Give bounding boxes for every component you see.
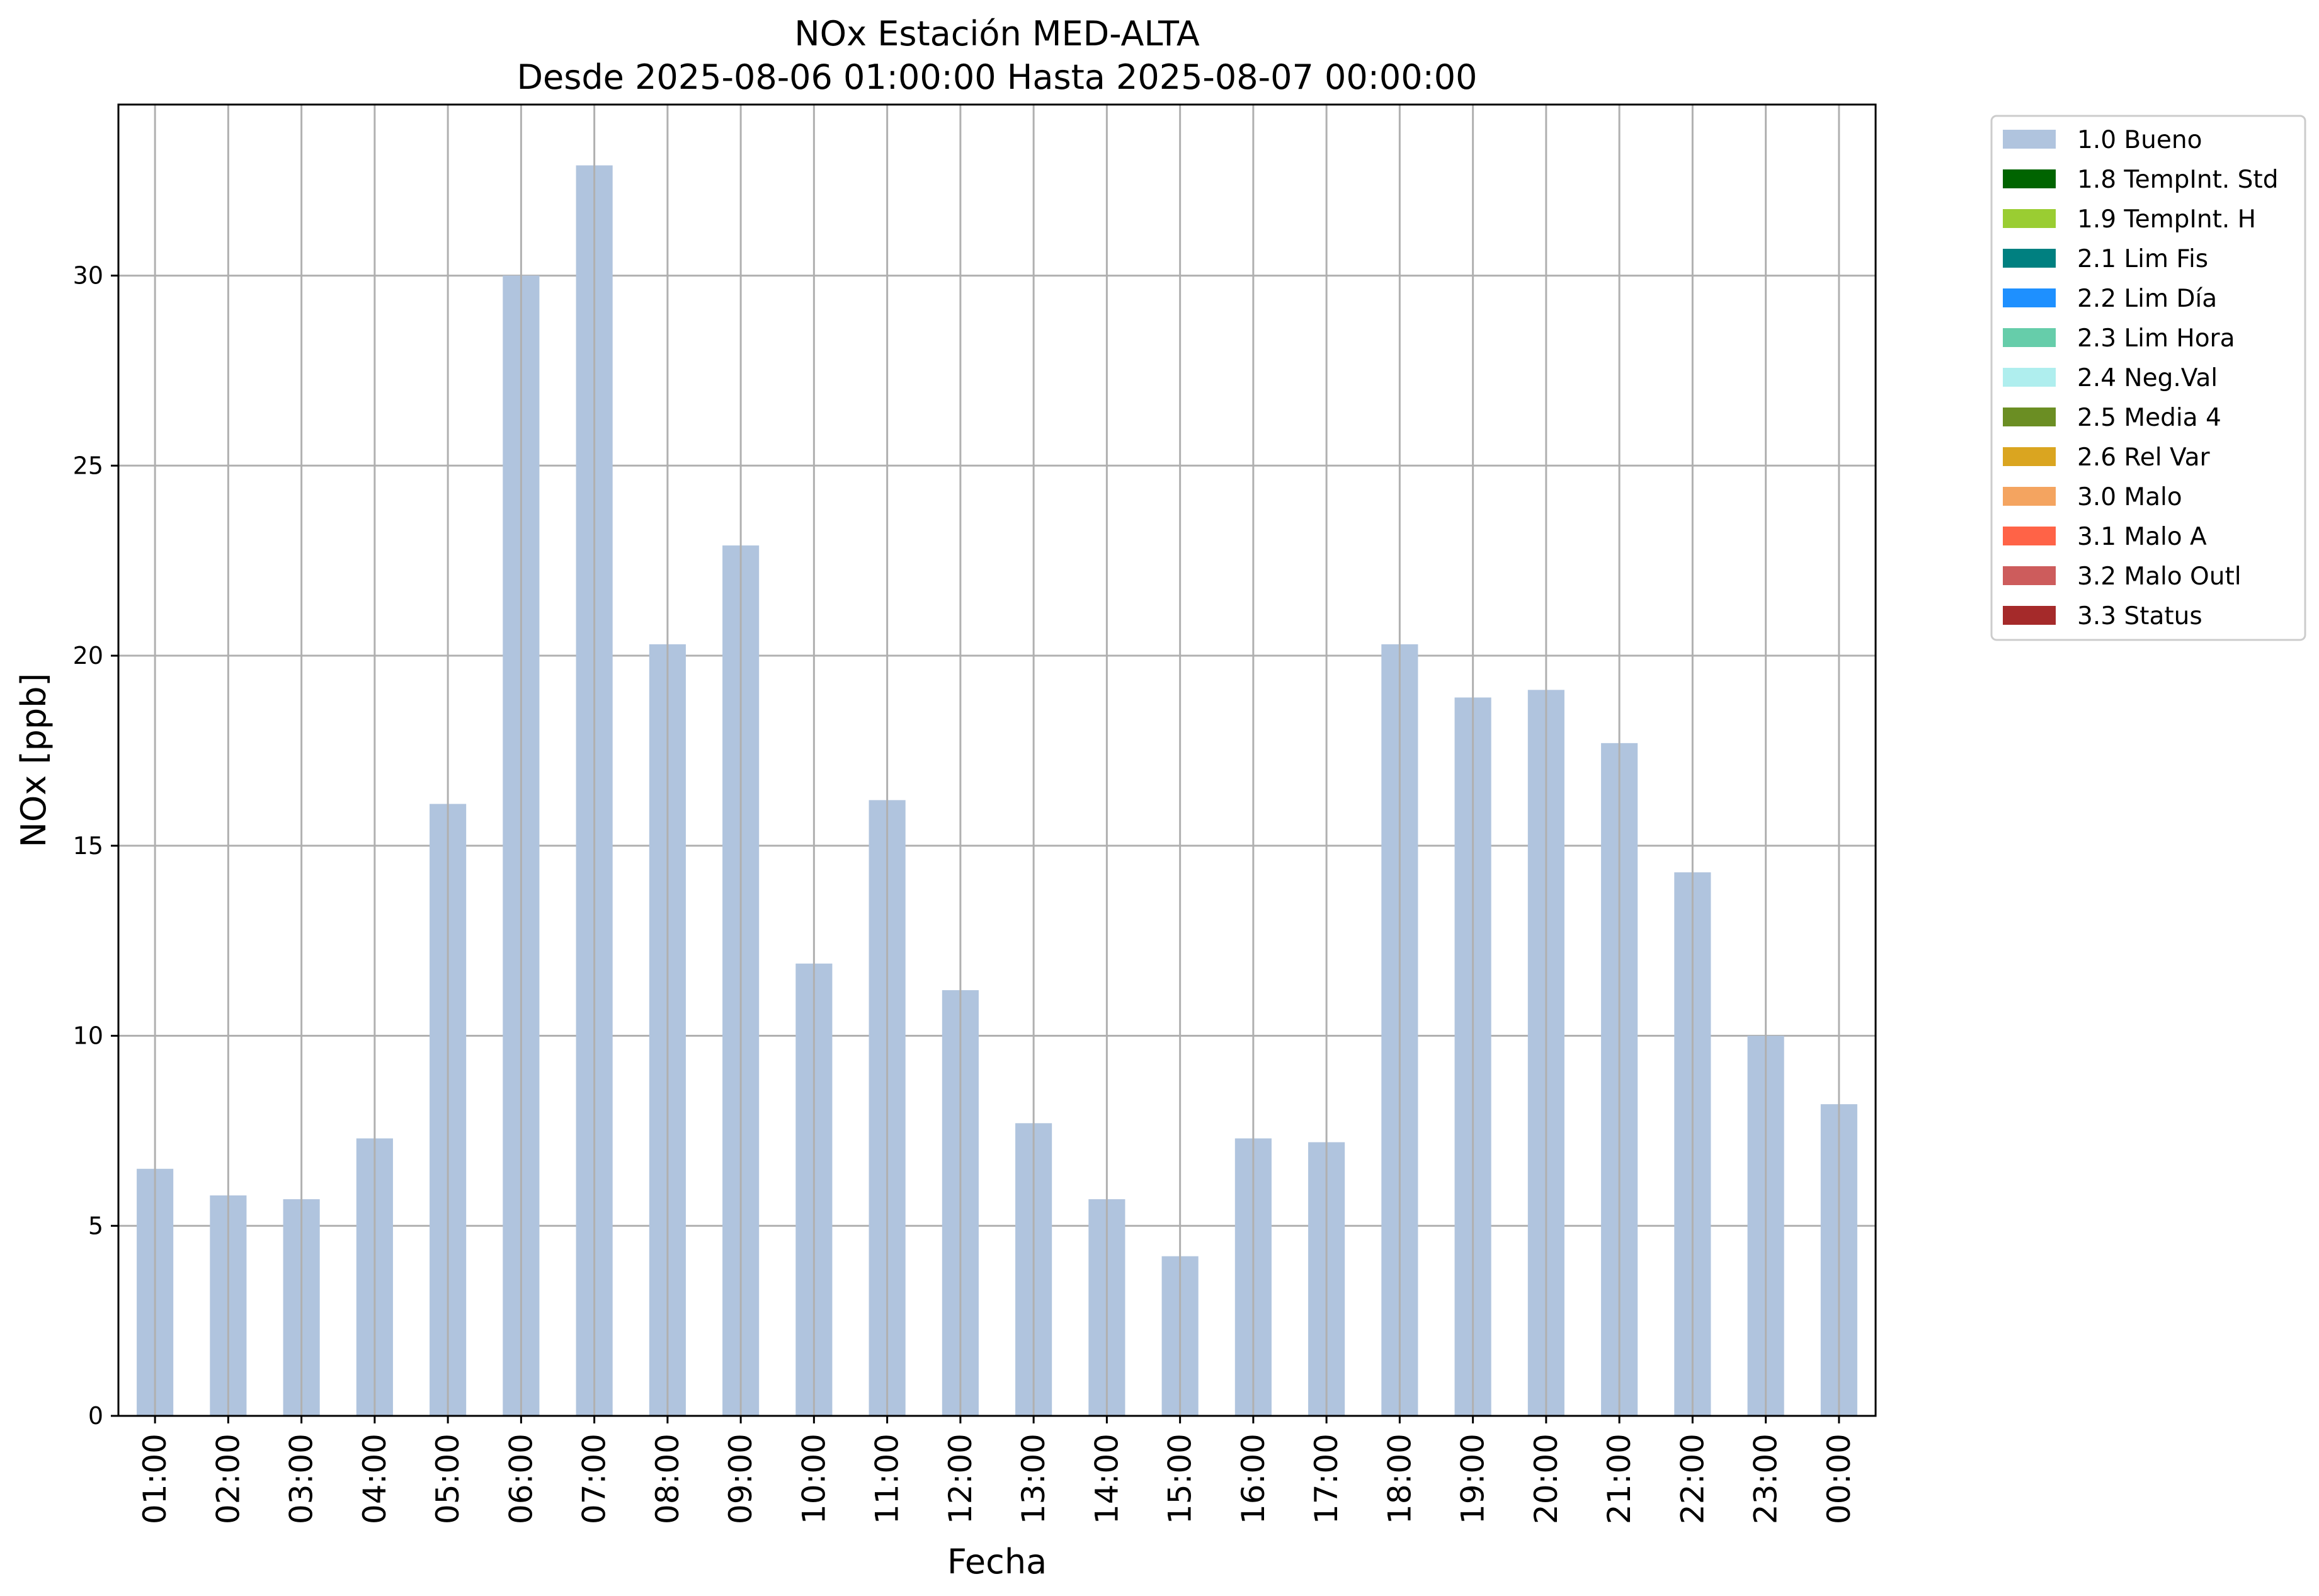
legend-label: 2.1 Lim Fis — [2077, 245, 2208, 273]
x-axis-label: Fecha — [947, 1542, 1047, 1582]
y-tick-label: 5 — [88, 1212, 103, 1240]
legend-label: 1.9 TempInt. H — [2077, 205, 2256, 234]
legend-swatch — [2003, 130, 2056, 149]
y-axis-label: NOx [ppb] — [14, 673, 54, 848]
x-tick-label: 09:00 — [722, 1434, 759, 1524]
legend-label: 1.0 Bueno — [2077, 126, 2202, 154]
legend-frame — [1990, 115, 2306, 641]
legend-label: 1.8 TempInt. Std — [2077, 166, 2278, 194]
legend-swatch — [2003, 566, 2056, 585]
x-tick-label: 02:00 — [210, 1434, 246, 1524]
y-axis-ticks: 0 5 10 15 20 25 30 — [73, 262, 118, 1430]
legend-label: 3.0 Malo — [2077, 483, 2182, 511]
x-tick-label: 04:00 — [356, 1434, 393, 1524]
x-tick-label: 10:00 — [795, 1434, 832, 1524]
x-tick-label: 13:00 — [1015, 1434, 1052, 1524]
x-tick-label: 15:00 — [1162, 1434, 1199, 1524]
legend-swatch — [2003, 249, 2056, 268]
x-tick-label: 08:00 — [649, 1434, 686, 1524]
vertical-grid-lines — [154, 105, 1840, 1416]
x-tick-label: 23:00 — [1748, 1434, 1784, 1524]
y-tick-label: 20 — [73, 642, 103, 670]
legend-swatch — [2003, 209, 2056, 228]
legend-label: 2.3 Lim Hora — [2077, 324, 2235, 353]
y-tick-label: 0 — [88, 1402, 103, 1430]
chart-subtitle: Desde 2025-08-06 01:00:00 Hasta 2025-08-… — [516, 57, 1477, 97]
x-tick-label: 06:00 — [503, 1434, 539, 1524]
y-tick-label: 15 — [73, 832, 103, 860]
legend-label: 2.6 Rel Var — [2077, 443, 2211, 472]
legend-swatch — [2003, 408, 2056, 426]
x-tick-label: 03:00 — [283, 1434, 320, 1524]
chart-title: NOx Estación MED-ALTA — [794, 14, 1200, 54]
legend-swatch — [2003, 606, 2056, 625]
legend-label: 2.5 Media 4 — [2077, 404, 2221, 432]
x-tick-label: 07:00 — [576, 1434, 613, 1524]
x-tick-label: 21:00 — [1601, 1434, 1638, 1524]
legend-swatch — [2003, 487, 2056, 506]
legend-label: 3.2 Malo Outl — [2077, 562, 2242, 591]
x-tick-label: 14:00 — [1088, 1434, 1125, 1524]
legend-label: 3.3 Status — [2077, 602, 2202, 630]
legend-swatch — [2003, 328, 2056, 347]
y-tick-label: 25 — [73, 452, 103, 479]
x-tick-label: 12:00 — [942, 1434, 979, 1524]
x-tick-label: 11:00 — [869, 1434, 906, 1524]
legend-swatch — [2003, 169, 2056, 188]
x-tick-label: 22:00 — [1674, 1434, 1711, 1524]
legend-swatch — [2003, 368, 2056, 387]
x-tick-label: 01:00 — [137, 1434, 173, 1524]
x-tick-label: 05:00 — [430, 1434, 466, 1524]
legend-swatch — [2003, 288, 2056, 307]
y-tick-label: 10 — [73, 1022, 103, 1050]
x-tick-label: 18:00 — [1381, 1434, 1418, 1524]
x-tick-label: 19:00 — [1455, 1434, 1491, 1524]
legend-label: 2.4 Neg.Val — [2077, 364, 2218, 392]
plot-frame — [117, 103, 1877, 1417]
x-tick-label: 17:00 — [1308, 1434, 1345, 1524]
legend-label: 3.1 Malo A — [2077, 523, 2207, 551]
legend-swatch — [2003, 447, 2056, 466]
legend-swatch — [2003, 527, 2056, 545]
legend: 1.0 Bueno 1.8 TempInt. Std 1.9 TempInt. H 2… — [1990, 115, 2306, 641]
legend-label: 2.2 Lim Día — [2077, 285, 2217, 313]
x-tick-label: 16:00 — [1235, 1434, 1272, 1524]
grid-lines — [118, 275, 1876, 1417]
x-axis-ticks: 01:00 02:00 03:00 04:00 05:00 06:00 07:00 08:00… — [137, 1416, 1857, 1524]
y-tick-label: 30 — [73, 262, 103, 290]
x-tick-label: 00:00 — [1821, 1434, 1857, 1524]
x-tick-label: 20:00 — [1528, 1434, 1564, 1524]
